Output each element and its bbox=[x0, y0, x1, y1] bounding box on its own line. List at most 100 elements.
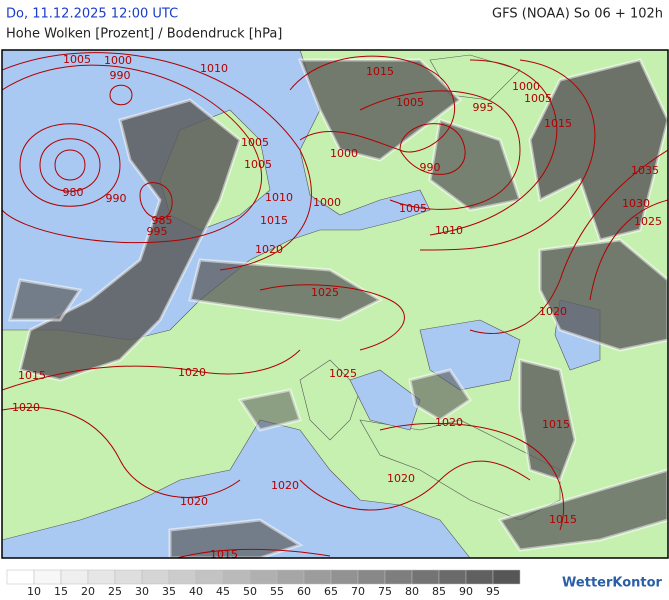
legend-tick-label: 30 bbox=[135, 585, 149, 598]
isobar bbox=[379, 422, 565, 531]
isobar-label: 995 bbox=[147, 225, 168, 238]
cloud-area bbox=[497, 468, 668, 552]
isobar-label: 1015 bbox=[260, 214, 288, 227]
isobar bbox=[2, 64, 262, 244]
legend-swatch bbox=[168, 569, 197, 585]
datetime: Do, 11.12.2025 12:00 UTC bbox=[6, 7, 178, 22]
isobar-label: 1015 bbox=[542, 418, 570, 431]
legend-tick-label: 10 bbox=[27, 585, 41, 598]
legend-tick-label: 35 bbox=[162, 585, 176, 598]
isobar bbox=[419, 59, 596, 251]
isobar bbox=[109, 84, 133, 106]
isobar-label: 1020 bbox=[12, 401, 40, 414]
isobar-label: 1000 bbox=[512, 80, 540, 93]
legend-tick-label: 80 bbox=[405, 585, 419, 598]
isobar bbox=[259, 284, 405, 351]
cloud-area bbox=[168, 518, 304, 558]
isobar-label: 990 bbox=[110, 69, 131, 82]
cloud-area bbox=[428, 118, 522, 212]
model-run: GFS (NOAA) So 06 + 102h bbox=[492, 7, 663, 22]
cloud-area bbox=[528, 58, 668, 242]
legend-swatch bbox=[249, 569, 278, 585]
isobar-label: 1005 bbox=[244, 158, 272, 171]
legend-swatch bbox=[60, 569, 89, 585]
isobar-label: 990 bbox=[420, 161, 441, 174]
isobar bbox=[289, 55, 456, 153]
legend-tick-label: 45 bbox=[216, 585, 230, 598]
isobar-label: 990 bbox=[106, 192, 127, 205]
isobar bbox=[469, 149, 668, 334]
legend: 10 15 20 25 30 35 40 45 50 55 60 65 70 75 80 85 90 95 bbox=[6, 569, 521, 598]
legend-swatch bbox=[411, 569, 440, 585]
legend-tick-label: 75 bbox=[378, 585, 392, 598]
isobar bbox=[589, 199, 668, 301]
cloud-area bbox=[408, 368, 473, 422]
isobar bbox=[19, 123, 121, 207]
isobar-label: 1005 bbox=[524, 92, 552, 105]
legend-tick-label: 50 bbox=[243, 585, 257, 598]
isobar-label: 1035 bbox=[631, 164, 659, 177]
inland-sea bbox=[349, 369, 421, 431]
legend-tick-label: 20 bbox=[81, 585, 95, 598]
legend-tick-label: 60 bbox=[297, 585, 311, 598]
isobar-label: 1015 bbox=[210, 548, 238, 561]
isobar bbox=[299, 460, 531, 511]
legend-tick-label: 90 bbox=[459, 585, 473, 598]
isobar-label: 1015 bbox=[18, 369, 46, 382]
legend-tick-label: 55 bbox=[270, 585, 284, 598]
isobar bbox=[399, 123, 466, 175]
isobar bbox=[2, 349, 301, 391]
legend-swatch bbox=[87, 569, 116, 585]
isobar-label: 1020 bbox=[539, 305, 567, 318]
isobar-label: 1000 bbox=[330, 147, 358, 160]
isobar-label: 1010 bbox=[435, 224, 463, 237]
isobar-label: 1020 bbox=[255, 243, 283, 256]
legend-swatch bbox=[195, 569, 224, 585]
isobar-label: 1010 bbox=[200, 62, 228, 75]
legend-tick-label: 65 bbox=[324, 585, 338, 598]
isobar-label: 1025 bbox=[311, 286, 339, 299]
isobar-label: 1010 bbox=[265, 191, 293, 204]
isobar bbox=[54, 149, 86, 181]
isobar-label: 1015 bbox=[544, 117, 572, 130]
isobar-label: 1020 bbox=[387, 472, 415, 485]
isobar-label: 1025 bbox=[634, 215, 662, 228]
map-title: Hohe Wolken [Prozent] / Bodendruck [hPa] bbox=[6, 27, 282, 42]
isobar-label: 1020 bbox=[271, 479, 299, 492]
cloud-area bbox=[518, 358, 577, 482]
isobar-label: 1020 bbox=[435, 416, 463, 429]
land bbox=[299, 359, 361, 441]
legend-swatch bbox=[303, 569, 332, 585]
isobar bbox=[139, 182, 173, 220]
isobar-label: 1020 bbox=[178, 366, 206, 379]
isobar-label: 1005 bbox=[396, 96, 424, 109]
legend-swatch bbox=[465, 569, 494, 585]
cloud-area bbox=[18, 98, 242, 382]
legend-tick-label: 70 bbox=[351, 585, 365, 598]
isobar-label: 1015 bbox=[549, 513, 577, 526]
legend-tick-label: 40 bbox=[189, 585, 203, 598]
legend-tick-label: 85 bbox=[432, 585, 446, 598]
isobar bbox=[2, 52, 312, 271]
legend-swatch bbox=[492, 569, 521, 585]
legend-swatch bbox=[114, 569, 143, 585]
legend-swatch bbox=[6, 569, 35, 585]
legend-swatch bbox=[357, 569, 386, 585]
legend-swatch bbox=[438, 569, 467, 585]
isobar-label: 1000 bbox=[313, 196, 341, 209]
cloud-area bbox=[538, 238, 668, 352]
logo: WetterKontor bbox=[562, 576, 663, 591]
isobar-label: 1005 bbox=[63, 53, 91, 66]
cloud-area bbox=[188, 258, 384, 322]
isobar-label: 1005 bbox=[399, 202, 427, 215]
legend-swatch bbox=[384, 569, 413, 585]
legend-tick-label: 15 bbox=[54, 585, 68, 598]
isobar-label: 1015 bbox=[366, 65, 394, 78]
legend-swatch bbox=[276, 569, 305, 585]
isobar-label: 1000 bbox=[104, 54, 132, 67]
cloud-area bbox=[297, 58, 463, 162]
isobar-label: 1025 bbox=[329, 367, 357, 380]
isobar-label: 1030 bbox=[622, 197, 650, 210]
isobar bbox=[359, 90, 521, 210]
